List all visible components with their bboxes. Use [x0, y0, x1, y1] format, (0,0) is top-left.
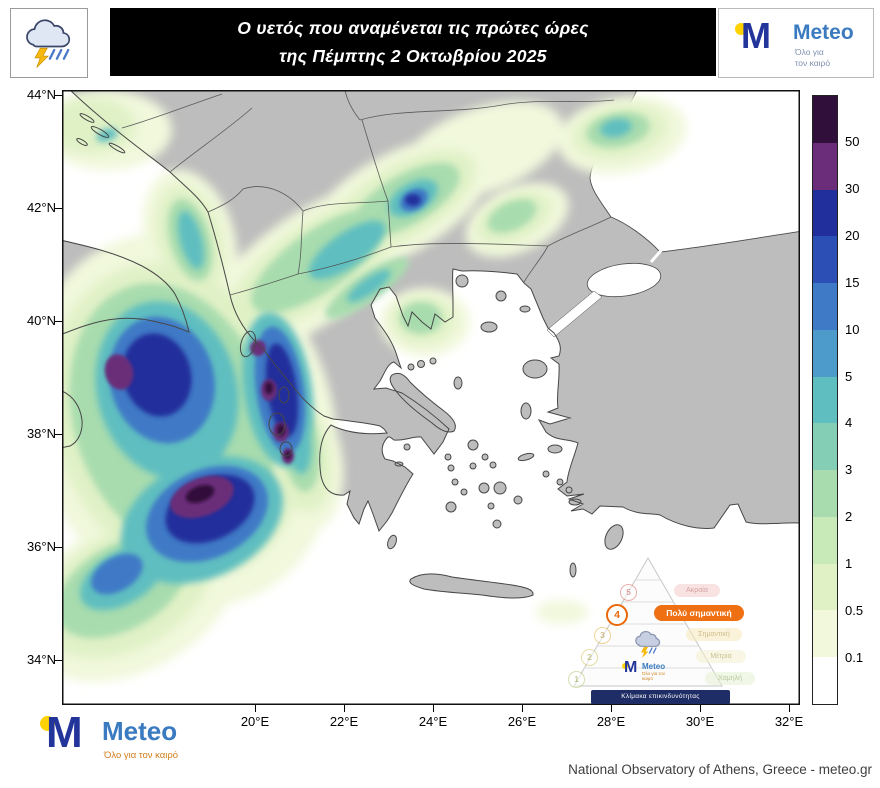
- colorbar-segment: [813, 142, 837, 190]
- mini-logo-m: M: [624, 659, 638, 676]
- title-line1: Ο υετός που αναμένεται τις πρώτες ώρες: [237, 18, 589, 38]
- map-frame: [62, 90, 800, 705]
- hazard-level-1-pill: Χαμηλή: [705, 672, 755, 685]
- hazard-level-4-pill: Πολύ σημαντική: [654, 605, 744, 621]
- lon-label: 32°E: [774, 714, 804, 729]
- colorbar-segment: [813, 470, 837, 517]
- colorbar-segment: [813, 189, 837, 237]
- lon-tick: [433, 705, 434, 712]
- colorbar-labels: 50 30 20 15 10 5 4 3 2 1 0.5 0.1: [845, 95, 879, 705]
- lon-label: 26°E: [507, 714, 537, 729]
- hazard-level-1-circle: 1: [568, 671, 585, 688]
- footer-logo-tagline: Όλο για τον καιρό: [104, 750, 179, 761]
- mini-logo-dot: [622, 663, 628, 669]
- hazard-level-4-circle: 4: [606, 604, 628, 626]
- lat-label: 44°N: [26, 87, 56, 102]
- footer-logo-dot: [40, 716, 55, 731]
- lon-tick: [789, 705, 790, 712]
- colorbar-label: 5: [845, 369, 853, 384]
- sea-of-marmara: [586, 262, 662, 298]
- hazard-level-3-pill: Σημαντική: [686, 628, 742, 641]
- lat-label: 42°N: [26, 200, 56, 215]
- lon-label: 20°E: [240, 714, 270, 729]
- colorbar-segments: [812, 95, 838, 705]
- hazard-storm-icon: [635, 630, 661, 658]
- meteo-tagline-2: τον καιρό: [795, 58, 831, 68]
- lon-tick: [611, 705, 612, 712]
- precip-layer-extreme: [185, 382, 291, 504]
- colorbar-segment: [813, 376, 837, 424]
- lon-tick: [522, 705, 523, 712]
- footer-logo-m: M: [46, 708, 83, 757]
- hazard-mini-logo: M Meteo Όλο για τον καιρό: [622, 659, 668, 685]
- meteo-tagline-1: Όλο για: [795, 47, 824, 57]
- lat-label: 34°N: [26, 652, 56, 667]
- colorbar-label: 20: [845, 228, 860, 243]
- dardanelles-strait: [546, 290, 603, 338]
- hazard-level-3-circle: 3: [594, 627, 611, 644]
- colorbar-segment: [813, 283, 837, 330]
- map-canvas: [25, 87, 804, 705]
- colorbar-segment: [813, 610, 837, 658]
- bosphorus-strait: [649, 245, 667, 263]
- colorbar-label: 50: [845, 134, 860, 149]
- colorbar-segment: [813, 236, 837, 284]
- storm-icon: [26, 19, 71, 68]
- precipitation-map: [25, 87, 804, 705]
- colorbar-segment: [813, 563, 837, 611]
- colorbar-label: 0.1: [845, 650, 864, 665]
- lon-label: 30°E: [685, 714, 715, 729]
- footer-meteo-logo: M Meteo Όλο για τον καιρό: [40, 708, 230, 770]
- colorbar-label: 15: [845, 275, 860, 290]
- hazard-level-5-pill: Ακραία: [674, 584, 720, 597]
- meteo-logo-m: M: [741, 15, 771, 56]
- lat-tick: [55, 434, 62, 435]
- lon-tick: [255, 705, 256, 712]
- country-borders: [121, 89, 615, 296]
- title-banner: Ο υετός που αναμένεται τις πρώτες ώρες τ…: [110, 8, 716, 76]
- mini-logo-tagline: Όλο για τον καιρό: [642, 671, 665, 681]
- colorbar-segment: [813, 96, 837, 143]
- lat-tick: [55, 660, 62, 661]
- lon-tick: [700, 705, 701, 712]
- lat-tick: [55, 321, 62, 322]
- hazard-level-2-circle: 2: [581, 649, 598, 666]
- lat-tick: [55, 547, 62, 548]
- hazard-level-2-pill: Μέτρια: [696, 650, 746, 663]
- lat-label: 40°N: [26, 313, 56, 328]
- colorbar-label: 1: [845, 556, 853, 571]
- lat-label: 38°N: [26, 426, 56, 441]
- lat-tick: [55, 95, 62, 96]
- hazard-level-5-circle: 5: [620, 584, 637, 601]
- footer-logo-name: Meteo: [102, 716, 178, 746]
- colorbar-segment: [813, 423, 837, 471]
- lat-label: 36°N: [26, 539, 56, 554]
- meteo-logo-dot: [735, 23, 747, 35]
- hazard-pyramid-graphic: [573, 557, 723, 687]
- credit-text: National Observatory of Athens, Greece -…: [568, 762, 872, 777]
- colorbar-label: 3: [845, 462, 853, 477]
- hazard-caption: Κλίμακα επικινδυνότητας: [591, 690, 730, 704]
- storm-icon-box: [10, 8, 88, 78]
- colorbar-segment: [813, 657, 837, 704]
- colorbar-label: 2: [845, 509, 853, 524]
- lon-label: 28°E: [596, 714, 626, 729]
- colorbar-segment: [813, 329, 837, 377]
- colorbar-label: 30: [845, 181, 860, 196]
- hazard-scale-inset: 5 4 3 2 1 Ακραία Πολύ σημαντική Σημαντικ…: [558, 540, 763, 712]
- meteo-logo-name: Meteo: [793, 21, 854, 44]
- lat-tick: [55, 208, 62, 209]
- lon-tick: [344, 705, 345, 712]
- mini-logo-name: Meteo: [642, 662, 666, 671]
- colorbar-label: 0.5: [845, 603, 864, 618]
- meteo-logo-box: M Meteo Όλο για τον καιρό: [718, 8, 874, 78]
- colorbar-label: 10: [845, 322, 860, 337]
- title-line2: της Πέμπτης 2 Οκτωβρίου 2025: [279, 46, 547, 66]
- lon-label: 24°E: [418, 714, 448, 729]
- lon-label: 22°E: [329, 714, 359, 729]
- colorbar-segment: [813, 516, 837, 564]
- colorbar-label: 4: [845, 415, 853, 430]
